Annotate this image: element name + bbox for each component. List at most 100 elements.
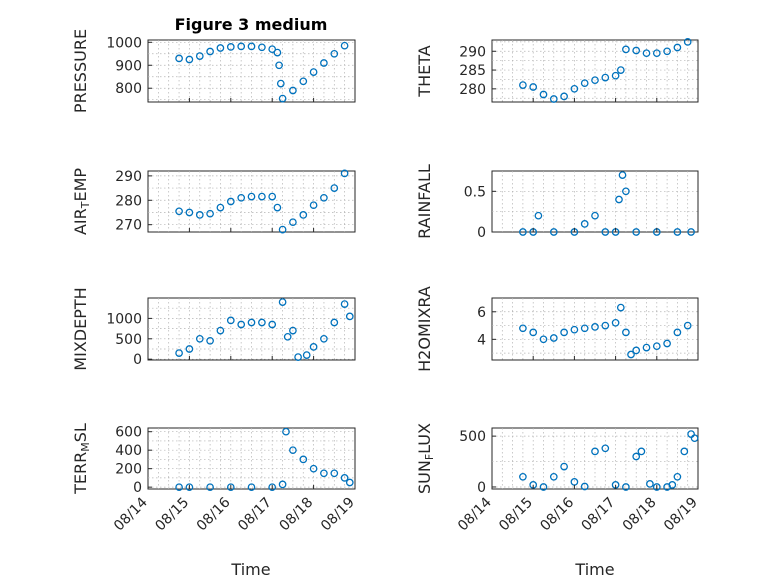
axes-frame — [147, 39, 356, 103]
data-point — [299, 211, 308, 219]
data-point — [206, 209, 214, 218]
data-point — [549, 228, 558, 236]
y-axis-label: THETA — [415, 45, 434, 97]
data-point — [175, 54, 183, 63]
data-point — [549, 95, 558, 103]
data-point — [206, 47, 214, 56]
data-point — [560, 92, 568, 101]
data-point — [519, 228, 527, 236]
data-point — [294, 353, 302, 361]
data-point — [320, 193, 328, 202]
data-point — [273, 48, 282, 57]
y-tick-label: 900 — [115, 58, 142, 74]
data-point — [278, 94, 287, 103]
y-axis-label: AIRTEMP — [71, 168, 92, 235]
y-tick-label: 0 — [133, 352, 142, 368]
y-tick-label: 1000 — [106, 35, 142, 51]
data-point — [616, 66, 625, 74]
data-point — [237, 193, 246, 202]
data-point — [340, 300, 349, 308]
x-tick-label: 08/15 — [152, 495, 192, 535]
data-point — [637, 447, 646, 456]
data-point — [673, 43, 682, 52]
data-point — [673, 228, 682, 236]
data-point — [247, 483, 256, 492]
y-axis-label: PRESSURE — [71, 29, 90, 113]
y-tick-label: 0 — [477, 225, 486, 241]
data-point — [340, 41, 349, 50]
data-point — [652, 49, 661, 58]
data-point — [216, 326, 225, 335]
data-point — [289, 218, 297, 227]
x-tick-label: 08/14 — [455, 494, 495, 534]
panels: 800 900 1000 PRESSURE 280 285 290 THETA 270 280 29… — [71, 29, 701, 534]
data-point — [309, 68, 318, 76]
data-point — [247, 192, 256, 201]
data-point — [539, 335, 548, 344]
y-tick-label: 290 — [115, 169, 142, 185]
data-point — [673, 328, 682, 337]
data-point — [320, 334, 328, 343]
data-point — [615, 195, 623, 204]
data-point — [611, 71, 620, 80]
data-point — [591, 211, 599, 220]
data-point — [268, 483, 277, 492]
data-point — [289, 86, 297, 95]
data-point — [632, 46, 641, 55]
data-point — [340, 474, 349, 482]
data-point — [680, 447, 689, 456]
data-point — [560, 462, 568, 471]
data-point — [175, 207, 183, 216]
data-point — [580, 220, 589, 228]
data-point — [539, 483, 548, 491]
data-point — [570, 84, 579, 93]
data-point — [652, 342, 661, 351]
data-point — [258, 43, 266, 52]
data-point — [534, 211, 543, 220]
data-point — [278, 480, 287, 489]
data-point — [529, 328, 538, 337]
data-point — [330, 184, 339, 192]
y-axis-label: SUNFLUX — [415, 423, 436, 494]
x-tick-label: 08/16 — [194, 494, 234, 534]
data-point — [580, 482, 589, 491]
data-point — [340, 169, 349, 178]
panel-sun-flux: 0 500 08/14 08/15 08/16 08/17 08/18 08/19 SUNFLU… — [415, 423, 701, 534]
data-point — [622, 483, 630, 491]
data-point — [289, 326, 297, 335]
x-axis-label-left: Time — [230, 560, 270, 579]
data-point — [299, 77, 308, 86]
y-tick-label: 285 — [459, 63, 486, 79]
data-point — [237, 42, 246, 51]
data-point — [618, 171, 627, 179]
data-point — [646, 480, 654, 488]
data-point — [299, 455, 308, 464]
data-point — [663, 47, 671, 56]
y-tick-label: 0.5 — [464, 184, 486, 200]
data-point — [206, 483, 214, 492]
data-point — [320, 59, 328, 67]
data-point — [330, 49, 339, 58]
x-tick-label: 08/17 — [579, 495, 619, 535]
y-tick-label: 6 — [477, 305, 486, 321]
panel-theta: 280 285 290 THETA — [415, 38, 699, 103]
y-tick-label: 600 — [115, 425, 142, 441]
y-tick-label: 280 — [115, 193, 142, 209]
data-point — [226, 197, 235, 206]
x-axis-label-right: Time — [574, 560, 614, 579]
data-point — [580, 79, 589, 88]
data-point — [632, 228, 641, 236]
data-point — [185, 208, 194, 217]
panel-air-temp: 270 280 290 AIRTEMP — [71, 168, 356, 235]
data-point — [632, 346, 641, 355]
data-point — [185, 483, 194, 492]
data-point — [258, 192, 266, 201]
data-point — [320, 469, 328, 478]
data-point — [195, 211, 204, 219]
data-point — [591, 447, 599, 456]
data-point — [601, 321, 610, 330]
data-point — [273, 203, 282, 212]
y-axis-label: H2OMIXRA — [415, 286, 434, 372]
data-point — [216, 44, 225, 52]
